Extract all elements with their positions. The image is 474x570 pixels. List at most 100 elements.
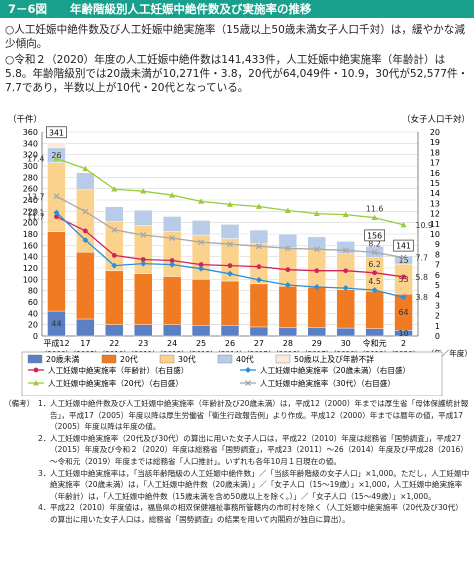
y-left-tick-label: 280 [23, 173, 38, 182]
line-marker [198, 265, 205, 272]
y-right-tick-label: 9 [435, 240, 440, 249]
note-num: 3． [38, 468, 51, 478]
line-marker [53, 155, 60, 161]
bar-segment [162, 216, 182, 232]
bar-segment [162, 276, 182, 325]
note-text: 平成22（2010）年度値は，福島県の相双保健福祉事務所管轄内の市町村を除く（人… [50, 503, 463, 524]
bar-segment [76, 172, 95, 173]
note-text: 人工妊娠中絶実施率は，「当該年齢階級の人工妊娠中絶件数」／「当該年齢階級の女子人… [50, 468, 470, 501]
line-marker [53, 193, 60, 200]
rate-value-label: 17.4 [27, 155, 44, 164]
y-left-tick-label: 260 [23, 185, 38, 194]
x-tick-label: 2 [401, 339, 406, 348]
line-marker [111, 253, 117, 258]
bar-total-label: 341 [49, 128, 64, 137]
line-marker [371, 214, 378, 221]
line-marker [140, 260, 147, 267]
bar-segment [278, 233, 298, 248]
y-right-tick-label: 10 [430, 230, 440, 239]
x-axis-unit: （年／年度） [426, 348, 472, 358]
x-tick-label: 28 [283, 339, 293, 348]
bar-segment [76, 251, 95, 320]
y-right-tick-label: 2 [435, 312, 440, 321]
line-marker [111, 226, 118, 233]
legend-swatch [159, 354, 175, 364]
line-marker [169, 192, 176, 198]
x-tick-label: 17 [80, 339, 90, 348]
bar-segment [249, 229, 269, 244]
bar-segment [162, 215, 182, 217]
bar-segment [105, 206, 124, 207]
line-marker [227, 241, 233, 248]
figure-title: 年齢階級別人工妊娠中絶件数及び実施率の推移 [70, 2, 312, 16]
line-marker [342, 247, 349, 254]
rate-value-label: 12.1 [27, 209, 44, 218]
line-marker [400, 294, 407, 301]
bar-segment [307, 287, 326, 328]
line-marker [342, 285, 349, 292]
bar-segment [278, 233, 298, 235]
bar-segment [278, 247, 298, 287]
note-num: 1． [38, 399, 51, 408]
line-marker [371, 249, 378, 256]
y-right-tick-label: 20 [430, 128, 440, 137]
bar-segment [249, 326, 269, 337]
line-marker [400, 221, 407, 228]
line-marker [245, 367, 251, 373]
y-left-axis-title: （千件） [8, 114, 42, 125]
notes-heading: （備考） [4, 399, 35, 408]
line-marker [343, 268, 349, 274]
bar-segment [394, 255, 413, 265]
y-right-tick-label: 1 [435, 322, 440, 331]
line-marker [255, 276, 262, 283]
note-row: 4． 平成22（2010）年度値は，福島県の相双保健福祉事務所管轄内の市町村を除… [4, 502, 470, 525]
rate-value-label: 4.5 [368, 277, 380, 286]
line-marker [284, 282, 291, 288]
line-marker [198, 198, 205, 204]
x-tick-label: 25 [196, 339, 206, 348]
note-row: （備考） 1． 人工妊娠中絶件数及び人工妊娠中絶実施率（年齢計及び20歳未満）は… [4, 398, 470, 433]
line-marker [111, 262, 118, 269]
line-marker [33, 367, 39, 373]
line-marker [313, 246, 320, 253]
x-tick-label: 30 [341, 339, 351, 348]
y-right-tick-label: 3 [435, 301, 440, 310]
bar-segment [365, 245, 384, 247]
bar-segment [47, 231, 66, 312]
legend-swatch [275, 354, 291, 364]
y-right-tick-label: 11 [430, 220, 440, 229]
rate-value-label: 8.2 [368, 239, 380, 248]
bar-total-box [393, 239, 414, 252]
x-tick-label: 平成12 [43, 338, 69, 348]
line-marker [198, 262, 204, 267]
line-marker [227, 263, 233, 269]
bar-segment [76, 318, 95, 337]
x-tick-label: 令和元 [363, 338, 387, 348]
note-text: 人工妊娠中絶実施率（20代及び30代）の算出に用いた女子人口は，平成22（201… [50, 433, 468, 466]
y-left-tick-label: 240 [23, 196, 38, 205]
bar-total-label: 156 [367, 231, 382, 240]
bar-total-label: 141 [396, 242, 411, 251]
bar-segment [220, 223, 240, 225]
bar-value-label: 10 [398, 329, 408, 338]
line-marker [53, 209, 60, 216]
bar-value-label: 44 [51, 320, 61, 329]
line-marker [285, 267, 291, 273]
bar-segment [105, 324, 124, 337]
legend-label: 40代 [236, 354, 254, 364]
y-right-tick-label: 5 [435, 281, 440, 290]
rate-value-label: 3.8 [416, 293, 428, 302]
line-marker [371, 287, 378, 294]
y-right-tick-label: 12 [430, 210, 440, 219]
bar-segment [336, 241, 355, 255]
line-marker [82, 237, 89, 244]
line-marker [314, 268, 320, 274]
y-right-tick-label: 14 [430, 189, 440, 198]
x-tick-label: 24 [167, 339, 177, 348]
line-marker [169, 261, 176, 268]
legend-label: 20歳未満 [46, 354, 80, 364]
y-right-tick-label: 13 [430, 199, 440, 208]
y-left-tick-label: 320 [23, 151, 38, 160]
y-left-tick-label: 340 [23, 139, 38, 148]
legend-label: 人工妊娠中絶実施率（20代）（右目盛） [48, 378, 183, 388]
